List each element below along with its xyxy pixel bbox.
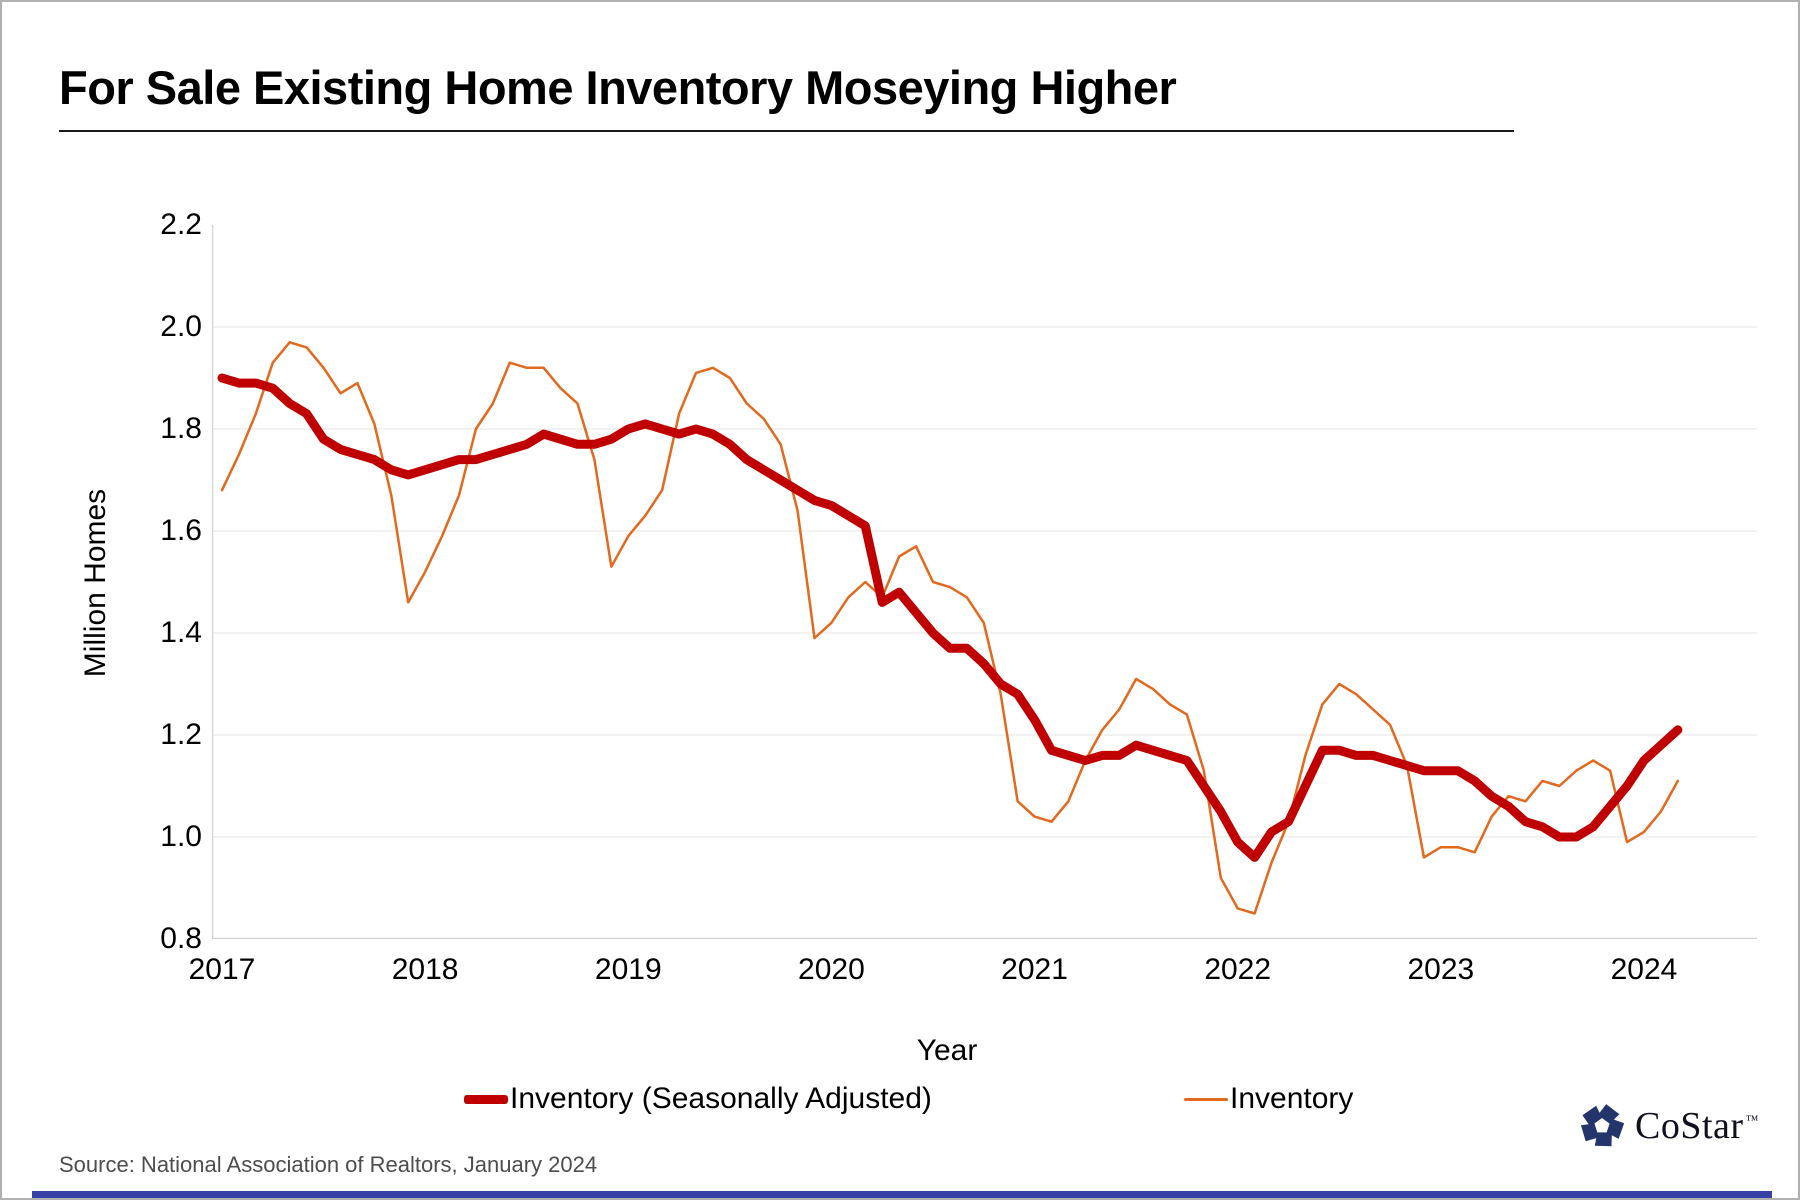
series-line-seasonally-adjusted — [217, 373, 1683, 862]
legend-label-seasonally-adjusted: Inventory (Seasonally Adjusted) — [510, 1082, 932, 1115]
trademark-symbol: ™ — [1745, 1112, 1759, 1128]
pinwheel-blade — [1580, 1123, 1599, 1142]
x-tick-label: 2024 — [1610, 953, 1678, 986]
costar-pinwheel-icon — [1580, 1104, 1625, 1147]
costar-logo: CoStar ™ — [1578, 1102, 1759, 1150]
chart-plot — [212, 225, 1757, 939]
x-tick-label: 2023 — [1407, 953, 1475, 986]
x-tick-label: 2017 — [188, 953, 256, 986]
legend-label-inventory: Inventory — [1230, 1082, 1354, 1115]
legend-item-seasonally-adjusted: Inventory (Seasonally Adjusted) — [464, 1080, 932, 1118]
y-tick-label: 1.0 — [160, 820, 202, 853]
y-tick-label: 1.6 — [160, 514, 202, 547]
legend-marker-red-line-icon — [464, 1094, 508, 1104]
legend-item-inventory: Inventory — [1184, 1080, 1353, 1118]
y-tick-label: 1.2 — [160, 718, 202, 751]
y-tick-label: 2.2 — [160, 208, 202, 241]
bottom-accent-bar — [32, 1191, 1772, 1198]
x-tick-label: 2019 — [594, 953, 662, 986]
source-note: Source: National Association of Realtors… — [59, 1152, 598, 1177]
y-tick-label: 1.4 — [160, 616, 202, 649]
x-tick-label: 2022 — [1204, 953, 1272, 986]
pinwheel-blade — [1597, 1104, 1620, 1124]
y-tick-label: 1.8 — [160, 412, 202, 445]
series-line-inventory — [220, 341, 1680, 915]
title-underline — [59, 130, 1514, 132]
costar-logo-text: CoStar ™ — [1635, 1105, 1759, 1147]
x-tick-label: 2018 — [391, 953, 459, 986]
x-tick-label: 2020 — [798, 953, 865, 986]
pinwheel-blade — [1582, 1105, 1603, 1127]
x-tick-label: 2021 — [1001, 953, 1068, 986]
pinwheel-blade — [1594, 1132, 1612, 1147]
y-tick-label: 0.8 — [160, 922, 202, 955]
y-tick-label: 2.0 — [160, 310, 202, 343]
page-title: For Sale Existing Home Inventory Moseyin… — [59, 61, 1177, 114]
x-axis-title: Year — [916, 1034, 978, 1067]
legend-marker-orange-line-icon — [1184, 1097, 1228, 1101]
